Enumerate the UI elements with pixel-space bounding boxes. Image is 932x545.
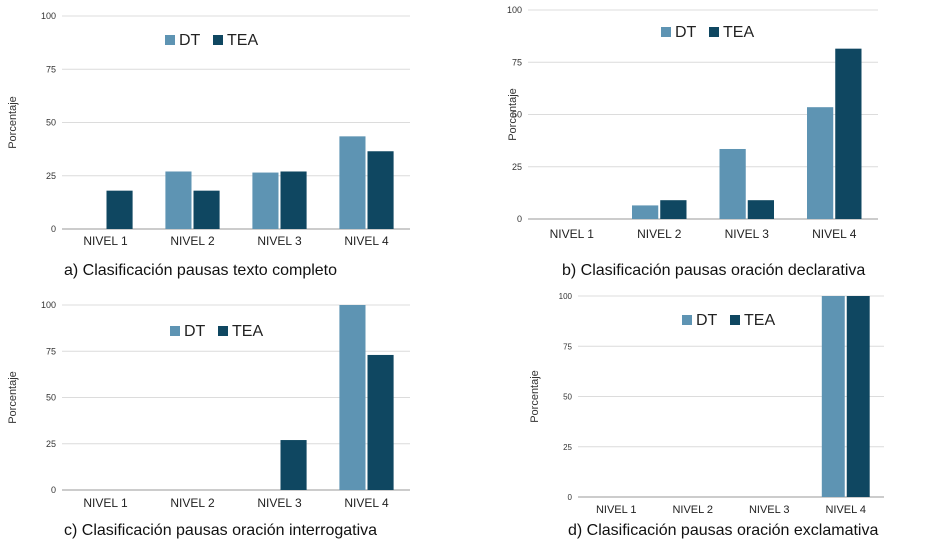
y-axis-label: Porcentaje [507, 88, 519, 141]
bar-dt-nivel-4 [339, 305, 366, 490]
x-tick-label: NIVEL 1 [550, 227, 595, 241]
y-tick-label: 25 [563, 443, 572, 452]
y-tick-label: 100 [41, 300, 56, 310]
y-tick-label: 25 [512, 162, 522, 172]
bar-dt-nivel-4 [807, 107, 834, 219]
x-tick-label: NIVEL 2 [637, 227, 682, 241]
chart-caption-d: d) Clasificación pausas oración exclamat… [568, 522, 879, 539]
bar-tea-nivel-3 [280, 171, 307, 229]
bar-tea-nivel-2 [660, 200, 687, 219]
x-tick-label: NIVEL 2 [672, 504, 713, 516]
y-tick-label: 100 [559, 292, 573, 301]
y-tick-label: 50 [563, 393, 572, 402]
y-tick-label: 100 [507, 5, 522, 15]
y-tick-label: 50 [512, 110, 522, 120]
bar-dt-nivel-2 [165, 171, 192, 229]
bar-tea-nivel-2 [193, 190, 220, 229]
y-tick-label: 25 [46, 439, 56, 449]
chart-caption-a: a) Clasificación pausas texto completo [64, 262, 338, 279]
legend-swatch-tea [709, 27, 719, 37]
legend-label-dt: DT [179, 32, 201, 49]
x-tick-label: NIVEL 3 [257, 234, 302, 248]
x-tick-label: NIVEL 1 [83, 234, 128, 248]
x-tick-label: NIVEL 3 [749, 504, 790, 516]
chart-svg-d: 0 25 50 75 100 Porcentaje NIVEL 1 NIVEL 2 NIVEL … [529, 292, 884, 516]
bar-tea-nivel-1 [106, 190, 133, 229]
y-tick-label: 0 [517, 214, 522, 224]
x-tick-label: NIVEL 1 [596, 504, 637, 516]
bar-dt-nivel-2 [632, 205, 659, 219]
chart-panel-a: 0 25 50 75 100 Porcentaje NIVEL 1 NIVEL 2 NIVEL … [0, 0, 466, 285]
legend-swatch-tea [213, 35, 223, 45]
x-tick-label: NIVEL 4 [344, 496, 389, 510]
legend-swatch-tea [218, 326, 228, 336]
bar-tea-nivel-4 [367, 151, 394, 229]
y-axis-label: Porcentaje [7, 96, 19, 149]
bar-tea-nivel-3 [747, 200, 774, 219]
x-tick-label: NIVEL 1 [83, 496, 128, 510]
chart-svg-b: 0 25 50 75 100 Porcentaje NIVEL 1 NIVEL 2 NIVEL … [507, 5, 878, 241]
x-tick-label: NIVEL 4 [344, 234, 389, 248]
chart-caption-b: b) Clasificación pausas oración declarat… [562, 262, 866, 279]
legend-label-tea: TEA [744, 312, 775, 329]
legend-label-tea: TEA [723, 24, 754, 41]
y-tick-label: 50 [46, 393, 56, 403]
x-tick-label: NIVEL 4 [812, 227, 857, 241]
chart-svg-c: 0 25 50 75 100 Porcentaje NIVEL 1 NIVEL 2 NIVEL … [7, 300, 410, 510]
y-axis-label: Porcentaje [7, 371, 19, 424]
y-tick-label: 75 [46, 64, 56, 74]
legend-label-dt: DT [184, 323, 206, 340]
legend-swatch-dt [170, 326, 180, 336]
bar-tea-nivel-3 [280, 440, 307, 490]
legend-swatch-dt [682, 315, 692, 325]
x-tick-label: NIVEL 2 [170, 496, 215, 510]
chart-panel-c: 0 25 50 75 100 Porcentaje NIVEL 1 NIVEL 2 NIVEL … [0, 285, 466, 545]
y-tick-label: 100 [41, 11, 56, 21]
x-tick-label: NIVEL 4 [825, 504, 866, 516]
bar-dt-nivel-3 [719, 148, 746, 219]
x-tick-label: NIVEL 2 [170, 234, 215, 248]
bar-dt-nivel-4 [339, 136, 366, 229]
y-tick-label: 0 [51, 224, 56, 234]
x-tick-label: NIVEL 3 [725, 227, 770, 241]
y-axis-label: Porcentaje [529, 370, 541, 423]
legend-label-tea: TEA [232, 323, 263, 340]
bar-tea-nivel-4 [846, 296, 870, 497]
legend-label-tea: TEA [227, 32, 258, 49]
y-tick-label: 75 [512, 57, 522, 67]
y-tick-label: 75 [563, 342, 572, 351]
y-tick-label: 50 [46, 118, 56, 128]
x-tick-label: NIVEL 3 [257, 496, 302, 510]
legend-swatch-dt [165, 35, 175, 45]
legend-swatch-dt [661, 27, 671, 37]
legend-swatch-tea [730, 315, 740, 325]
y-tick-label: 0 [51, 485, 56, 495]
chart-svg-a: 0 25 50 75 100 Porcentaje NIVEL 1 NIVEL 2 NIVEL … [7, 11, 410, 248]
bar-tea-nivel-4 [835, 48, 862, 219]
chart-caption-c: c) Clasificación pausas oración interrog… [64, 522, 378, 539]
bar-dt-nivel-4 [821, 296, 845, 497]
y-tick-label: 25 [46, 171, 56, 181]
bar-dt-nivel-3 [252, 172, 279, 229]
y-tick-label: 75 [46, 346, 56, 356]
legend-label-dt: DT [675, 24, 697, 41]
chart-panel-d: 0 25 50 75 100 Porcentaje NIVEL 1 NIVEL 2 NIVEL … [466, 285, 932, 545]
chart-panel-b: 0 25 50 75 100 Porcentaje NIVEL 1 NIVEL 2 NIVEL … [466, 0, 932, 285]
bar-tea-nivel-4 [367, 354, 394, 490]
legend-label-dt: DT [696, 312, 718, 329]
y-tick-label: 0 [568, 493, 573, 502]
